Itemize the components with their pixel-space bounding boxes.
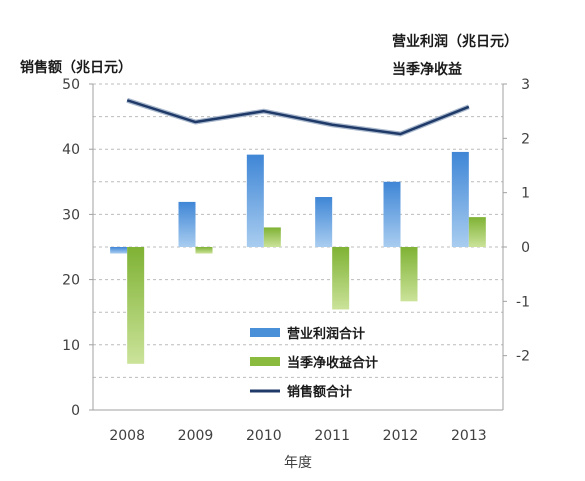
sales-line: [126, 99, 470, 136]
left-tick-label: 40: [62, 142, 80, 158]
x-tick-label: 2011: [314, 428, 350, 444]
bar-operating-profit: [110, 247, 128, 254]
bar-operating-profit: [315, 197, 333, 247]
x-tick-label: 2012: [383, 428, 419, 444]
x-tick-labels: 2008 2009 2010 2011 2012 2013: [109, 428, 486, 444]
right-tick-label: 0: [521, 240, 530, 256]
left-tick-label: 30: [62, 207, 80, 223]
x-tick-label: 2009: [178, 428, 214, 444]
bar-net-income: [263, 227, 281, 247]
left-tick-labels: 0 10 20 30 40 50: [62, 77, 93, 419]
bars-group: [110, 151, 486, 364]
right-tick-label: 1: [521, 186, 530, 202]
x-axis-title: 年度: [284, 455, 312, 471]
left-tick-label: 10: [62, 338, 80, 354]
right-axis-title-line2: 当季净收益: [392, 61, 462, 78]
left-tick-label: 50: [62, 77, 80, 93]
bar-net-income: [332, 247, 350, 310]
left-tick-label: 20: [62, 273, 80, 289]
legend-swatch-net-income: [250, 357, 280, 366]
bar-net-income: [127, 247, 145, 364]
legend-swatch-operating-profit: [250, 328, 280, 337]
legend-label-sales: 销售额合计: [287, 384, 352, 400]
bar-operating-profit: [383, 181, 401, 247]
legend: 营业利润合计 当季净收益合计 销售额合计: [250, 326, 378, 400]
legend-label-net-income: 当季净收益合计: [287, 355, 378, 371]
bar-net-income: [468, 217, 486, 247]
x-tick-label: 2013: [451, 428, 487, 444]
bar-operating-profit: [451, 151, 469, 247]
x-tick-label: 2008: [109, 428, 145, 444]
right-tick-label: -1: [516, 294, 530, 310]
x-tick-label: 2010: [246, 428, 282, 444]
right-axis-title-line1: 营业利润（兆日元）: [392, 33, 518, 50]
bar-net-income: [400, 247, 418, 302]
legend-label-operating-profit: 营业利润合计: [287, 326, 365, 342]
right-tick-label: -2: [516, 349, 530, 365]
gridlines: [93, 83, 503, 378]
bar-net-income: [195, 247, 213, 254]
right-tick-label: 2: [521, 131, 530, 147]
bar-operating-profit: [246, 154, 264, 247]
line-group: [126, 97, 470, 137]
left-tick-label: 0: [71, 403, 80, 419]
right-tick-label: 3: [521, 77, 530, 93]
left-axis-title: 销售额（兆日元）: [20, 59, 132, 76]
bar-operating-profit: [178, 201, 196, 247]
right-tick-labels: -2 -1 0 1 2 3: [503, 77, 530, 365]
